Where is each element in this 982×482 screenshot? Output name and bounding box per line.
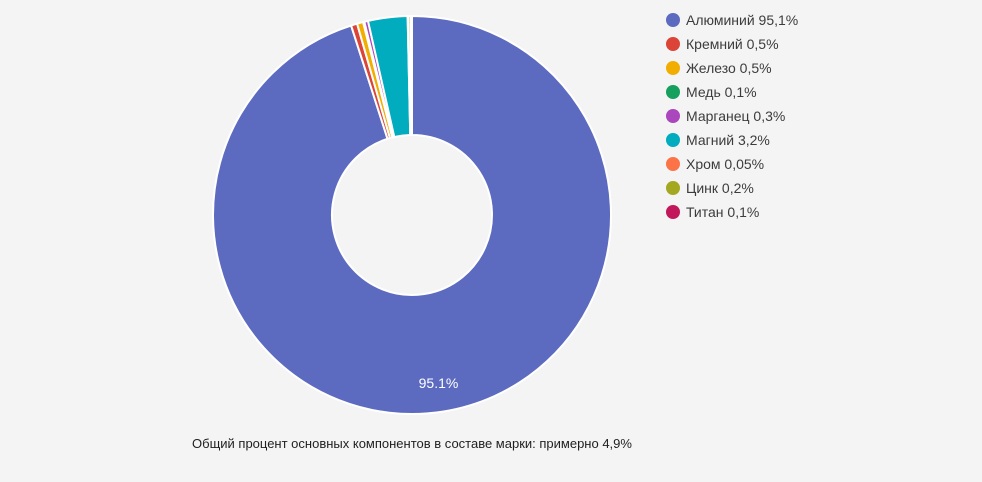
- legend-label: Алюминий 95,1%: [686, 12, 799, 28]
- chart-caption: Общий процент основных компонентов в сос…: [192, 436, 632, 451]
- legend-item-8[interactable]: Титан 0,1%: [666, 200, 798, 224]
- legend-swatch-icon: [666, 13, 680, 27]
- donut-slice-Алюминий[interactable]: [212, 15, 612, 415]
- legend-label: Магний 3,2%: [686, 132, 770, 148]
- legend-item-6[interactable]: Хром 0,05%: [666, 152, 798, 176]
- legend-swatch-icon: [666, 61, 680, 75]
- legend-item-3[interactable]: Медь 0,1%: [666, 80, 798, 104]
- donut-slice-Титан[interactable]: [409, 15, 413, 136]
- legend-swatch-icon: [666, 181, 680, 195]
- legend-swatch-icon: [666, 109, 680, 123]
- legend-swatch-icon: [666, 133, 680, 147]
- legend-label: Хром 0,05%: [686, 156, 765, 172]
- legend-item-2[interactable]: Железо 0,5%: [666, 56, 798, 80]
- legend-swatch-icon: [666, 205, 680, 219]
- legend-item-1[interactable]: Кремний 0,5%: [666, 32, 798, 56]
- legend-swatch-icon: [666, 85, 680, 99]
- legend-label: Марганец 0,3%: [686, 108, 786, 124]
- chart-legend: Алюминий 95,1% Кремний 0,5% Железо 0,5% Мед…: [666, 8, 798, 224]
- legend-swatch-icon: [666, 37, 680, 51]
- legend-label: Кремний 0,5%: [686, 36, 779, 52]
- legend-item-0[interactable]: Алюминий 95,1%: [666, 8, 798, 32]
- legend-label: Железо 0,5%: [686, 60, 772, 76]
- legend-item-5[interactable]: Магний 3,2%: [666, 128, 798, 152]
- legend-item-4[interactable]: Марганец 0,3%: [666, 104, 798, 128]
- donut-chart: 95.1%: [212, 15, 612, 415]
- legend-swatch-icon: [666, 157, 680, 171]
- legend-item-7[interactable]: Цинк 0,2%: [666, 176, 798, 200]
- legend-label: Цинк 0,2%: [686, 180, 754, 196]
- legend-label: Медь 0,1%: [686, 84, 757, 100]
- legend-label: Титан 0,1%: [686, 204, 760, 220]
- slice-value-label: 95.1%: [419, 375, 459, 391]
